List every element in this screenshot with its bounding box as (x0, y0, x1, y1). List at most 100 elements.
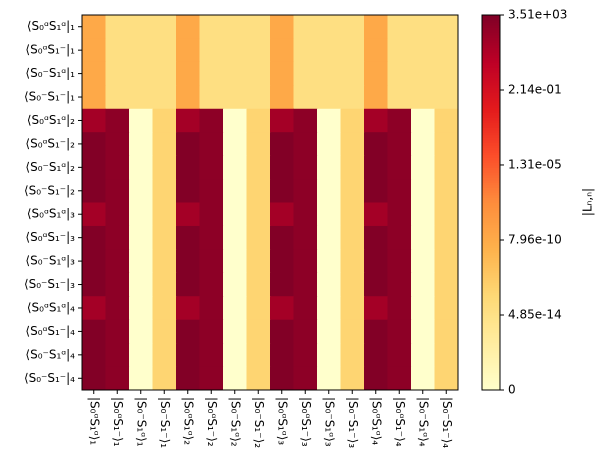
colorbar-segment (482, 252, 500, 256)
heatmap-cell (246, 249, 271, 274)
colorbar-segment (482, 105, 500, 108)
heatmap-cell (411, 272, 435, 297)
heatmap-cell (105, 319, 130, 344)
colorbar-segment (482, 170, 500, 173)
heatmap-cell (223, 108, 247, 133)
colorbar-segment (482, 135, 500, 138)
heatmap-cell (129, 366, 153, 391)
heatmap-cell (387, 132, 412, 157)
heatmap-cell (387, 319, 412, 344)
colorbar-segment (482, 320, 500, 323)
colorbar-segment (482, 187, 500, 191)
heatmap-cell (387, 343, 412, 368)
colorbar-segment (482, 317, 500, 321)
colorbar-segment (482, 375, 500, 378)
heatmap-cell (293, 108, 318, 133)
heatmap-cell (340, 85, 365, 110)
heatmap-cell (129, 179, 153, 203)
heatmap-cell (293, 225, 318, 250)
colorbar-segment (482, 205, 500, 208)
heatmap-cell (270, 155, 294, 180)
heatmap-cell (317, 319, 341, 344)
heatmap-cell (152, 179, 177, 203)
heatmap-cell (129, 225, 153, 250)
colorbar-segment (482, 62, 500, 66)
heatmap-cell (317, 132, 341, 157)
colorbar-segment (482, 355, 500, 358)
heatmap-cell (223, 343, 247, 368)
colorbar-segment (482, 350, 500, 353)
colorbar-segment (482, 340, 500, 343)
heatmap-cell (129, 38, 153, 63)
heatmap-cell (340, 272, 365, 297)
heatmap-cell (270, 296, 294, 321)
colorbar-segment (482, 292, 500, 296)
colorbar-tick-label: 1.31e-05 (508, 157, 562, 171)
heatmap-cell (199, 343, 224, 368)
heatmap-cell (199, 179, 224, 203)
heatmap-cell (152, 155, 177, 180)
heatmap-cell (82, 319, 106, 344)
heatmap-cell (82, 85, 106, 110)
heatmap-cell (411, 343, 435, 368)
heatmap-cell (105, 225, 130, 250)
colorbar-segment (482, 345, 500, 348)
heatmap-cell (434, 179, 459, 203)
colorbar-tick-label: 4.85e-14 (508, 308, 562, 322)
colorbar-segment (482, 240, 500, 243)
colorbar-segment (482, 127, 500, 131)
heatmap-cell (340, 108, 365, 133)
colorbar-segment (482, 85, 500, 88)
heatmap-cell (199, 225, 224, 250)
heatmap-cell (105, 249, 130, 274)
colorbar-segment (482, 67, 500, 71)
colorbar-segment (482, 27, 500, 31)
heatmap-cell (434, 202, 459, 227)
heatmap-cell (364, 272, 388, 297)
y-tick-label: ⟨S₀⁻S₁⁻|₁ (24, 90, 75, 104)
colorbar-segment (482, 330, 500, 333)
heatmap-cell (387, 61, 412, 86)
heatmap-cell (105, 296, 130, 321)
heatmap-cell (364, 61, 388, 86)
colorbar-segment (482, 20, 500, 23)
x-tick-label: |S₀⁻S₁ᵅ⟩₃ (322, 397, 336, 447)
colorbar-segment (482, 75, 500, 78)
heatmap-cell (82, 155, 106, 180)
colorbar-segment (482, 147, 500, 151)
colorbar-segment (482, 265, 500, 268)
heatmap-cell (152, 249, 177, 274)
colorbar-segment (482, 117, 500, 121)
x-tick-label: |S₀⁻S₁ᵅ⟩₁ (134, 397, 148, 447)
colorbar-segment (482, 227, 500, 231)
y-tick-label: ⟨S₀⁻S₁⁻|₄ (24, 371, 75, 385)
colorbar-segment (482, 267, 500, 271)
colorbar-tick-label: 2.14e-01 (508, 83, 562, 97)
colorbar-tick-label: 0 (508, 383, 516, 397)
colorbar-segment (482, 377, 500, 381)
heatmap-cell (270, 202, 294, 227)
heatmap-cell (82, 225, 106, 250)
heatmap-cell (293, 343, 318, 368)
colorbar-segment (482, 347, 500, 351)
heatmap-cell (270, 61, 294, 86)
heatmap-cell (434, 85, 459, 110)
heatmap-cell (340, 225, 365, 250)
colorbar-segment (482, 175, 500, 178)
colorbar-segment (482, 360, 500, 363)
colorbar-segment (482, 362, 500, 366)
heatmap-cell (246, 38, 271, 63)
heatmap-cell (199, 319, 224, 344)
y-tick-label: ⟨S₀ᵅS₁ᵅ|₄ (27, 300, 75, 314)
heatmap-cell (129, 108, 153, 133)
heatmap-cell (364, 179, 388, 203)
heatmap-cell (293, 272, 318, 297)
heatmap-cell (270, 225, 294, 250)
colorbar-segment (482, 380, 500, 383)
heatmap-cell (434, 61, 459, 86)
colorbar-segment (482, 50, 500, 53)
y-tick-label: ⟨S₀⁻S₁⁻|₂ (24, 183, 75, 197)
heatmap-cell (105, 366, 130, 391)
heatmap-cell (246, 225, 271, 250)
colorbar-segment (482, 77, 500, 81)
